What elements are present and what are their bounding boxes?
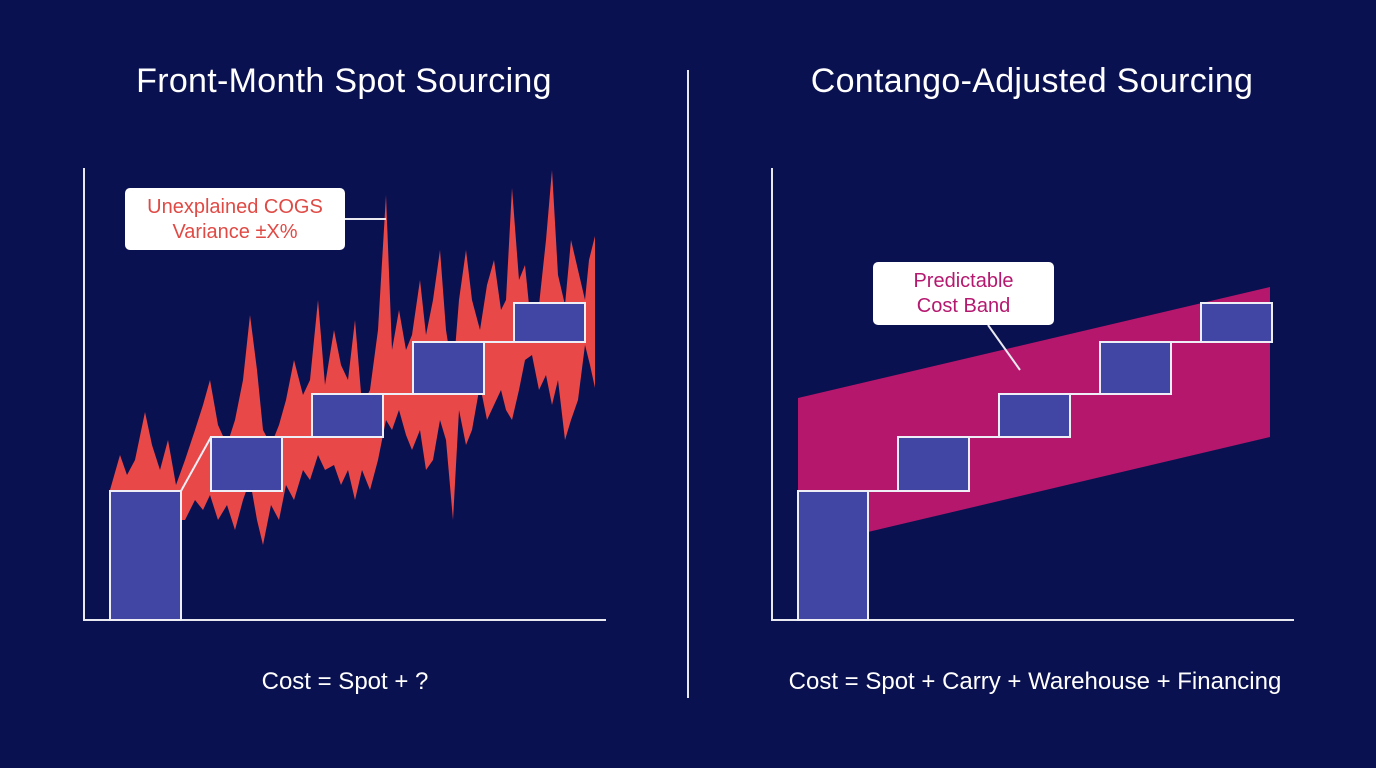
left-step-block-3 <box>311 393 384 438</box>
right-step-connectors <box>868 341 1201 492</box>
right-step-block-2 <box>897 436 970 492</box>
right-step-block-3 <box>998 393 1071 438</box>
right-callout-leader <box>987 324 1021 371</box>
right-callout-line-2: Cost Band <box>916 295 1011 317</box>
right-cost-formula: Cost = Spot + Carry + Warehouse + Financ… <box>788 668 1282 695</box>
left-cost-formula: Cost = Spot + ? <box>261 668 429 695</box>
panel-divider <box>687 70 689 698</box>
right-step-blocks <box>797 302 1273 621</box>
right-callout-line-1: Predictable <box>913 270 1014 292</box>
right-diagram <box>771 168 1294 621</box>
left-callout-line-1: Unexplained COGS <box>147 196 323 218</box>
left-callout-line-2: Variance ±X% <box>172 221 298 243</box>
unexplained-variance-callout: Unexplained COGS Variance ±X% <box>125 188 345 250</box>
right-step-block-5 <box>1200 302 1273 343</box>
right-step-block-4 <box>1099 341 1172 395</box>
left-step-block-4 <box>412 341 485 395</box>
right-step-block-1 <box>797 490 869 621</box>
left-step-block-1 <box>109 490 182 621</box>
left-step-blocks <box>109 302 586 621</box>
left-step-block-5 <box>513 302 586 343</box>
left-step-connectors <box>180 341 514 492</box>
left-panel-title: Front-Month Spot Sourcing <box>136 62 552 100</box>
left-step-block-2 <box>210 436 283 492</box>
predictable-cost-callout: Predictable Cost Band <box>873 262 1054 325</box>
left-diagram <box>83 168 606 621</box>
right-panel-title: Contango-Adjusted Sourcing <box>810 62 1254 100</box>
